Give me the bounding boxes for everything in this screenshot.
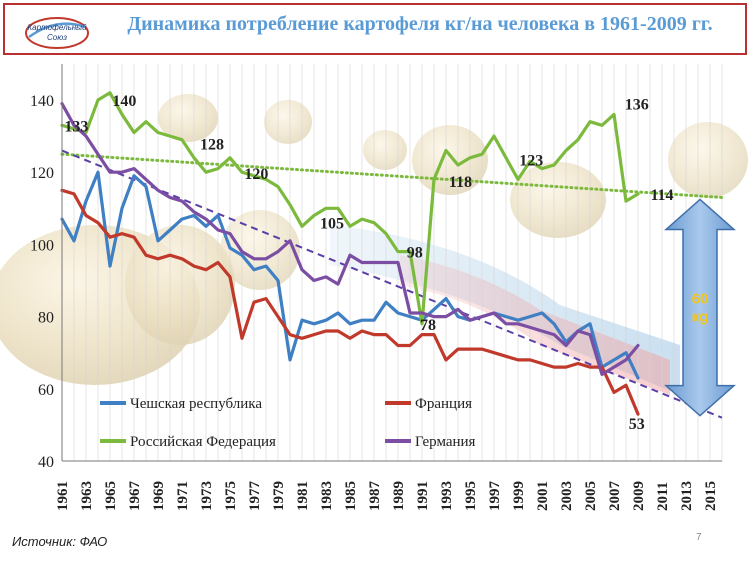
x-tick-label: 1973 — [199, 481, 215, 511]
y-tick-label: 120 — [30, 165, 54, 182]
x-tick-label: 1969 — [151, 481, 167, 511]
x-tick-label: 1975 — [223, 481, 239, 511]
x-tick-label: 1967 — [127, 481, 143, 512]
data-label: 140 — [112, 93, 136, 110]
x-tick-label: 2009 — [631, 481, 647, 511]
data-label: 133 — [64, 118, 88, 135]
x-tick-label: 1971 — [175, 481, 191, 511]
x-tick-label: 1995 — [463, 481, 479, 511]
x-tick-label: 1999 — [511, 481, 527, 511]
x-tick-label: 2007 — [607, 481, 623, 512]
data-label: 98 — [407, 245, 423, 262]
x-tick-label: 2011 — [655, 482, 671, 511]
x-tick-label: 1993 — [439, 481, 455, 511]
legend-label: Германия — [415, 434, 476, 450]
data-label: 128 — [200, 136, 224, 153]
series-line — [60, 170, 640, 380]
x-tick-label: 1983 — [319, 481, 335, 511]
x-tick-label: 1963 — [79, 481, 95, 511]
x-tick-label: 1965 — [103, 481, 119, 511]
potato-decoration — [668, 122, 748, 198]
data-label: 123 — [519, 153, 543, 170]
legend-label: Франция — [415, 396, 472, 412]
trendline — [60, 152, 724, 199]
legend-label: Чешская республика — [130, 396, 262, 412]
red-band-decoration — [400, 255, 670, 395]
x-tick-label: 1981 — [295, 481, 311, 511]
series-line — [60, 101, 640, 376]
y-tick-label: 140 — [30, 93, 54, 110]
y-tick-label: 100 — [30, 237, 54, 254]
page-number: 7 — [696, 532, 702, 543]
x-tick-label: 1985 — [343, 481, 359, 511]
x-tick-label: 2003 — [559, 481, 575, 511]
y-tick-label: 60 — [38, 382, 54, 399]
title-frame: Картофельный Союз — [3, 3, 747, 55]
annotation-unit: кg — [692, 309, 709, 326]
potato-decoration — [510, 162, 606, 238]
data-label: 118 — [449, 174, 472, 191]
trendline — [61, 149, 723, 419]
annotation-value: 60 — [692, 291, 709, 308]
logo-icon: Картофельный Союз — [25, 17, 89, 49]
x-tick-label: 1991 — [415, 481, 431, 511]
potato-decoration — [264, 100, 312, 144]
potato-decoration — [125, 225, 235, 345]
double-arrow-icon — [664, 198, 736, 417]
series-line — [60, 188, 640, 416]
data-label: 136 — [625, 97, 649, 114]
slide-title: Динамика потребление картофеля кг/на чел… — [127, 13, 713, 35]
potato-decoration — [363, 130, 407, 170]
background-decoration — [0, 94, 748, 395]
y-tick-label: 80 — [38, 310, 54, 327]
legend-label: Российская Федерация — [130, 434, 276, 450]
source-note: Источник: ФАО — [12, 534, 108, 549]
x-tick-label: 1987 — [367, 481, 383, 512]
logo-text-line2: Союз — [47, 33, 67, 42]
x-tick-label: 1977 — [247, 481, 263, 512]
data-label: 120 — [244, 166, 268, 183]
data-label: 78 — [420, 317, 436, 334]
x-tick-label: 1961 — [55, 481, 71, 511]
x-tick-label: 2001 — [535, 481, 551, 511]
data-label: 53 — [629, 416, 645, 433]
logo-text-line1: Картофельный — [27, 23, 87, 32]
y-tick-label: 40 — [38, 454, 54, 471]
x-tick-label: 1989 — [391, 481, 407, 511]
x-tick-label: 1997 — [487, 481, 503, 512]
data-label: 105 — [320, 216, 344, 233]
data-label: 114 — [650, 187, 673, 204]
potato-decoration — [220, 210, 300, 290]
x-tick-label: 2015 — [703, 481, 719, 511]
x-tick-label: 2005 — [583, 481, 599, 511]
x-tick-label: 1979 — [271, 481, 287, 511]
x-tick-label: 2013 — [679, 481, 695, 511]
series-line — [60, 91, 640, 326]
potato-decoration — [158, 94, 218, 142]
